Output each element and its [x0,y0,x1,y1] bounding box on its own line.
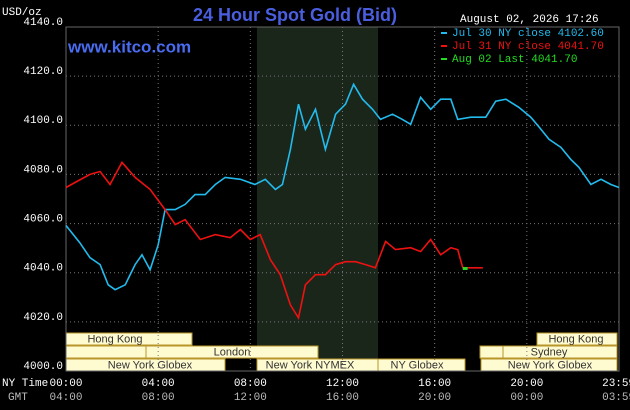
x-tick-label: 12:00 [326,378,359,390]
plot-frame [65,26,620,372]
x-tick-label: 20:00 [510,378,543,390]
y-tick-label: 4000.0 [23,361,63,373]
legend-label: Aug 02 Last 4041.70 [452,54,577,66]
legend-label: Jul 31 NY close 4041.70 [452,41,604,53]
session-label: Hong Kong [87,333,142,345]
line-series [65,161,483,321]
x-tick-label: 00:00 [49,378,82,390]
y-tick-label: 4060.0 [23,213,63,225]
legend-label: Jul 30 NY close 4102.60 [452,28,604,40]
session-bar [65,345,147,359]
x-axis-label: NY Time [2,378,48,390]
session-shade [257,27,378,371]
session-label: New York Globex [108,359,193,371]
y-tick-label: 4100.0 [23,115,63,127]
x-tick-label: 23:59 [602,378,630,390]
session-bar [502,345,618,359]
x2-axis-label: GMT [8,392,28,404]
y-tick-label: 4140.0 [23,17,63,29]
watermark: www.kitco.com [67,37,191,56]
x-tick-label: 08:00 [234,378,267,390]
x2-tick-label: 03:59 [602,392,630,404]
y-tick-label: 4120.0 [23,66,63,78]
timestamp: August 02, 2026 17:26 [460,14,599,26]
chart-title: 24 Hour Spot Gold (Bid) [193,5,397,25]
x2-tick-label: 16:00 [326,392,359,404]
y-tick-label: 4040.0 [23,263,63,275]
x2-tick-label: 00:00 [510,392,543,404]
y-tick-label: 4080.0 [23,164,63,176]
session-bar [479,345,504,359]
session-bar [145,345,319,359]
session-label: Sydney [531,346,568,358]
y-axis-label: USD/oz [2,7,42,19]
x-tick-label: 16:00 [418,378,451,390]
y-tick-label: 4020.0 [23,312,63,324]
session-bar [536,332,618,346]
x2-tick-label: 08:00 [142,392,175,404]
x2-tick-label: 04:00 [49,392,82,404]
x2-tick-label: 20:00 [418,392,451,404]
x2-tick-label: 12:00 [234,392,267,404]
session-label: London [214,346,251,358]
line-series [65,82,620,291]
session-label: New York NYMEX [266,359,355,371]
session-label: Hong Kong [548,333,603,345]
session-label: New York Globex [508,359,593,371]
x-tick-label: 04:00 [142,378,175,390]
session-label: NY Globex [391,359,444,371]
